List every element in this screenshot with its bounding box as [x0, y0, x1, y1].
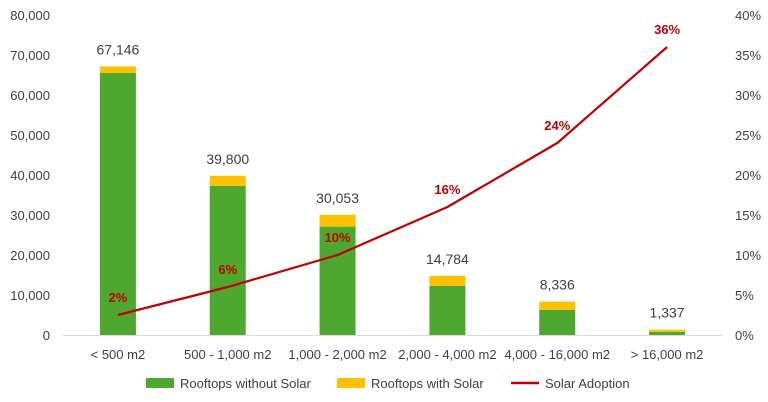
adoption-data-label: 16% [434, 182, 460, 197]
bar-rooftops-without-solar [429, 285, 466, 335]
total-labels: 67,146 39,800 30,053 14,784 8,336 1,337 [97, 41, 685, 320]
x-tick-label: 2,000 - 4,000 m2 [398, 347, 496, 362]
adoption-data-label: 36% [654, 22, 680, 37]
adoption-data-label: 24% [544, 118, 570, 133]
legend-label: Rooftops with Solar [371, 376, 484, 391]
left-tick-label: 30,000 [10, 208, 50, 223]
bar-rooftops-with-solar [209, 175, 246, 186]
bars [99, 66, 686, 335]
legend-swatch [146, 378, 174, 388]
bar-rooftops-with-solar [99, 66, 136, 73]
right-tick-label: 5% [735, 288, 754, 303]
adoption-data-label: 2% [109, 290, 128, 305]
left-tick-label: 50,000 [10, 128, 50, 143]
bar-rooftops-without-solar [99, 73, 136, 335]
total-data-label: 39,800 [206, 151, 249, 167]
left-tick-label: 0 [43, 328, 50, 343]
legend-swatch [337, 378, 365, 388]
left-tick-label: 20,000 [10, 248, 50, 263]
right-tick-label: 35% [735, 48, 761, 63]
adoption-data-label: 6% [218, 262, 237, 277]
x-axis-labels: < 500 m2 500 - 1,000 m2 1,000 - 2,000 m2 2,… [91, 347, 704, 362]
legend-label: Rooftops without Solar [180, 376, 311, 391]
total-data-label: 1,337 [650, 305, 685, 321]
bar-rooftops-without-solar [539, 309, 576, 335]
bar-rooftops-with-solar [319, 214, 356, 227]
x-tick-label: 500 - 1,000 m2 [184, 347, 271, 362]
bar-rooftops-without-solar [649, 331, 686, 335]
right-axis: 0% 5% 10% 15% 20% 25% 30% 35% 40% [735, 8, 761, 343]
left-tick-label: 10,000 [10, 288, 50, 303]
total-data-label: 14,784 [426, 251, 469, 267]
solar-adoption-series: 2% 6% 10% 16% 24% 36% [109, 22, 681, 317]
left-axis: 0 10,000 20,000 30,000 40,000 50,000 60,000 70,… [10, 8, 50, 343]
total-data-label: 30,053 [316, 190, 359, 206]
bar-rooftops-with-solar [429, 275, 466, 286]
total-data-label: 8,336 [540, 277, 575, 293]
right-tick-label: 20% [735, 168, 761, 183]
bar-rooftops-without-solar [209, 185, 246, 335]
right-tick-label: 25% [735, 128, 761, 143]
right-tick-label: 40% [735, 8, 761, 23]
solar-adoption-line [117, 46, 668, 317]
adoption-data-label: 10% [325, 230, 351, 245]
x-tick-label: < 500 m2 [91, 347, 146, 362]
bar-rooftops-with-solar [649, 329, 686, 332]
bar-rooftops-without-solar [319, 226, 356, 335]
legend-label: Solar Adoption [545, 376, 630, 391]
right-tick-label: 10% [735, 248, 761, 263]
legend: Rooftops without Solar Rooftops with Sola… [146, 376, 630, 391]
x-tick-label: 1,000 - 2,000 m2 [288, 347, 386, 362]
bar-rooftops-with-solar [539, 301, 576, 310]
right-tick-label: 15% [735, 208, 761, 223]
x-tick-label: > 16,000 m2 [631, 347, 704, 362]
left-tick-label: 60,000 [10, 88, 50, 103]
left-tick-label: 70,000 [10, 48, 50, 63]
left-tick-label: 80,000 [10, 8, 50, 23]
left-tick-label: 40,000 [10, 168, 50, 183]
right-tick-label: 0% [735, 328, 754, 343]
total-data-label: 67,146 [97, 41, 140, 57]
x-tick-label: 4,000 - 16,000 m2 [504, 347, 610, 362]
right-tick-label: 30% [735, 88, 761, 103]
